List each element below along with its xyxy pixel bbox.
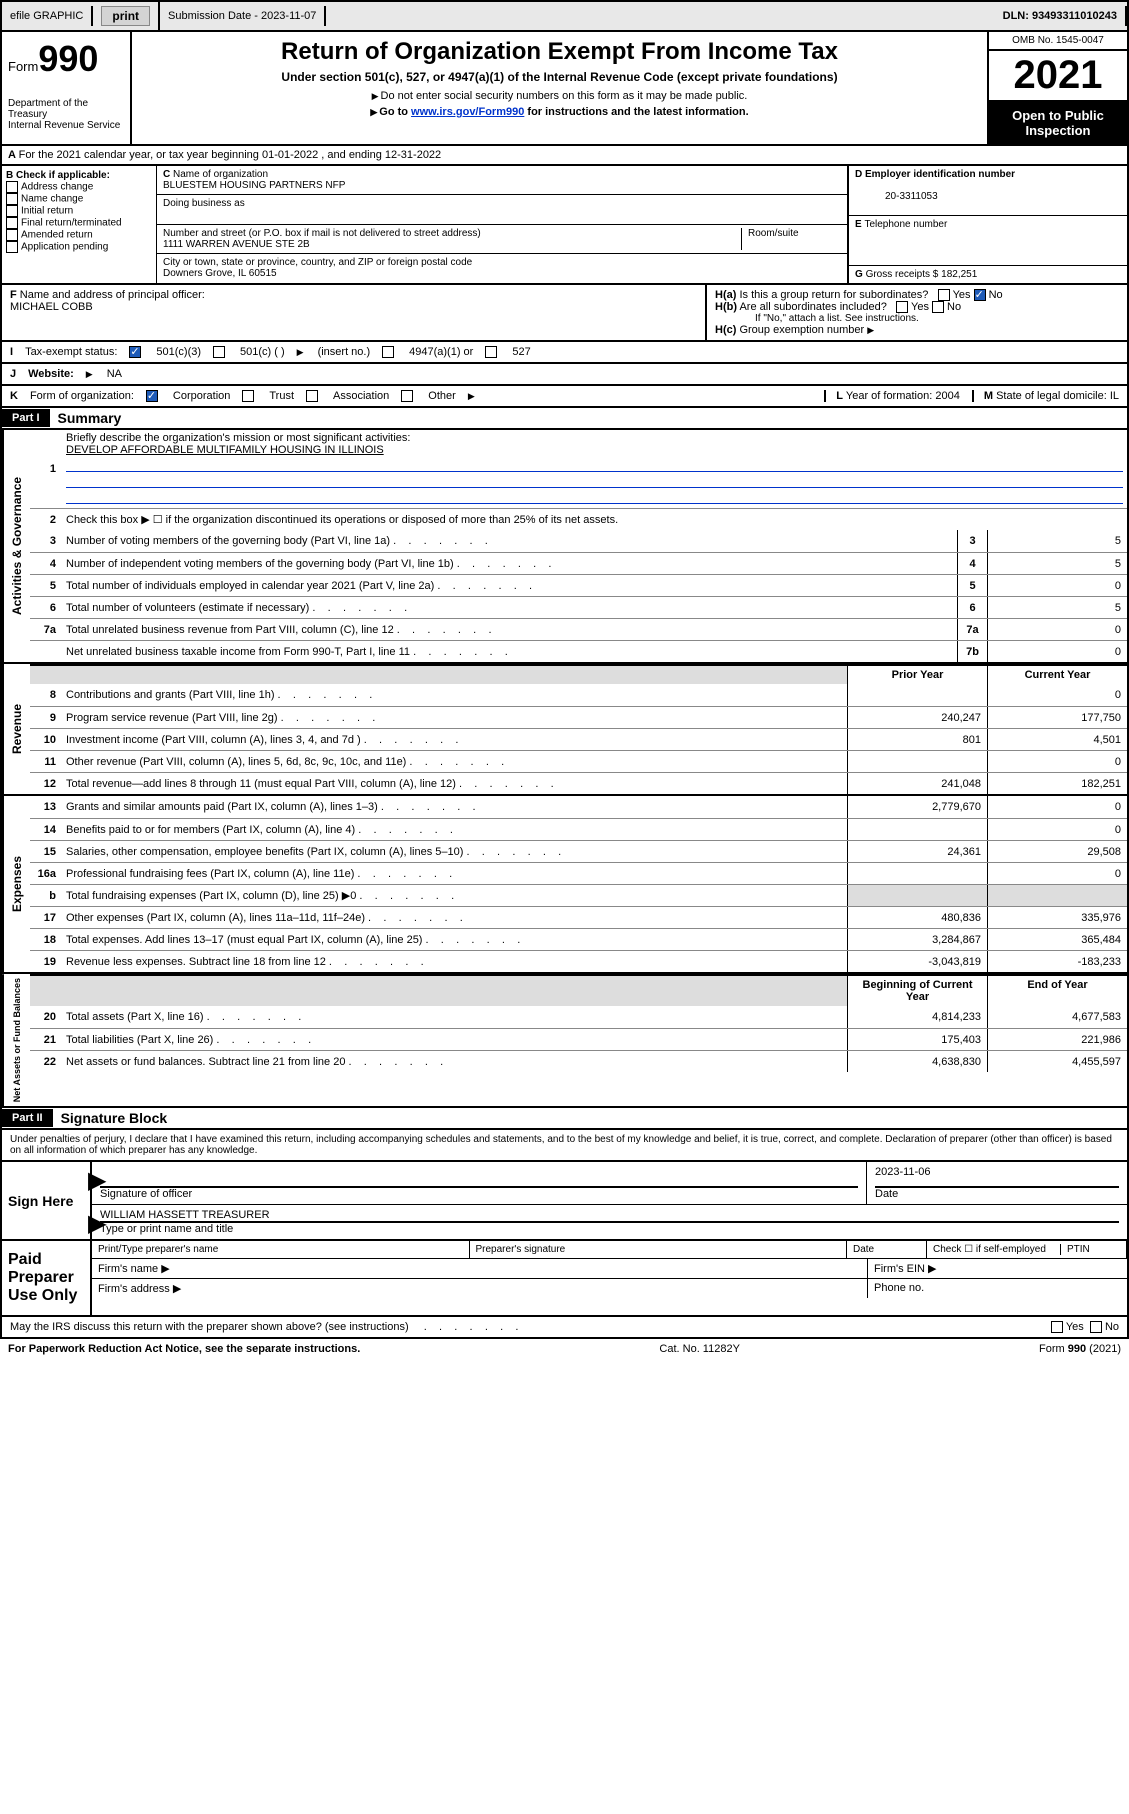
section-c-org: C Name of organization BLUESTEM HOUSING … <box>157 166 847 283</box>
state-domicile: IL <box>1110 390 1119 402</box>
summary-row: 7aTotal unrelated business revenue from … <box>30 618 1127 640</box>
address-change-checkbox[interactable] <box>6 181 18 193</box>
principal-officer: MICHAEL COBB <box>10 301 93 313</box>
501c3-checkbox[interactable] <box>129 346 141 358</box>
gross-receipts: 182,251 <box>941 269 977 280</box>
print-button[interactable]: print <box>101 6 150 26</box>
summary-net-assets: Net Assets or Fund Balances Beginning of… <box>0 974 1129 1108</box>
officer-name: WILLIAM HASSETT TREASURER <box>100 1209 270 1221</box>
discuss-no-checkbox[interactable] <box>1090 1321 1102 1333</box>
form-ref: Form 990 (2021) <box>1039 1343 1121 1355</box>
website-value: NA <box>107 368 122 380</box>
org-name: BLUESTEM HOUSING PARTNERS NFP <box>163 180 345 191</box>
form-title: Return of Organization Exempt From Incom… <box>138 38 981 66</box>
submission-date: Submission Date - 2023-11-07 <box>160 6 326 26</box>
discuss-row: May the IRS discuss this return with the… <box>0 1317 1129 1339</box>
4947-checkbox[interactable] <box>382 346 394 358</box>
ssn-note: Do not enter social security numbers on … <box>138 90 981 102</box>
paid-preparer-block: Paid Preparer Use Only Print/Type prepar… <box>0 1241 1129 1317</box>
summary-row: 14Benefits paid to or for members (Part … <box>30 818 1127 840</box>
tax-year: 2021 <box>989 51 1127 102</box>
summary-row: 16aProfessional fundraising fees (Part I… <box>30 862 1127 884</box>
initial-return-checkbox[interactable] <box>6 205 18 217</box>
ha-no-checkbox[interactable] <box>974 289 986 301</box>
tax-exempt-row: I Tax-exempt status: 501(c)(3) 501(c) ( … <box>0 342 1129 364</box>
summary-row: 6Total number of volunteers (estimate if… <box>30 596 1127 618</box>
summary-row: 3Number of voting members of the governi… <box>30 530 1127 552</box>
omb-number: OMB No. 1545-0047 <box>989 32 1127 51</box>
vtab-net: Net Assets or Fund Balances <box>2 974 30 1106</box>
irs-label: Internal Revenue Service <box>8 120 124 131</box>
website-row: J Website: NA <box>0 364 1129 386</box>
section-de: D Employer identification number 20-3311… <box>847 166 1127 283</box>
penalty-text: Under penalties of perjury, I declare th… <box>0 1130 1129 1162</box>
year-formation: 2004 <box>935 390 959 402</box>
assoc-checkbox[interactable] <box>306 390 318 402</box>
part1-header: Part I Summary <box>0 408 1129 430</box>
org-info-grid: B Check if applicable: Address change Na… <box>0 166 1129 285</box>
discuss-yes-checkbox[interactable] <box>1051 1321 1063 1333</box>
mission-text: DEVELOP AFFORDABLE MULTIFAMILY HOUSING I… <box>66 444 384 456</box>
form-number: Form990 <box>8 38 124 80</box>
section-fh: F Name and address of principal officer:… <box>0 285 1129 342</box>
summary-row: 15Salaries, other compensation, employee… <box>30 840 1127 862</box>
summary-row: 9Program service revenue (Part VIII, lin… <box>30 706 1127 728</box>
sign-date: 2023-11-06 <box>875 1166 1119 1188</box>
other-checkbox[interactable] <box>401 390 413 402</box>
hb-no-checkbox[interactable] <box>932 301 944 313</box>
section-a-tax-year: A For the 2021 calendar year, or tax yea… <box>0 146 1129 166</box>
summary-row: 13Grants and similar amounts paid (Part … <box>30 796 1127 818</box>
summary-row: 11Other revenue (Part VIII, column (A), … <box>30 750 1127 772</box>
inspection-badge: Open to Public Inspection <box>989 102 1127 144</box>
form-subtitle: Under section 501(c), 527, or 4947(a)(1)… <box>138 70 981 84</box>
footer: For Paperwork Reduction Act Notice, see … <box>0 1339 1129 1359</box>
hb-yes-checkbox[interactable] <box>896 301 908 313</box>
summary-row: 19Revenue less expenses. Subtract line 1… <box>30 950 1127 972</box>
summary-expenses: Expenses 13Grants and similar amounts pa… <box>0 796 1129 974</box>
form-header: Form990 Department of the Treasury Inter… <box>0 32 1129 146</box>
summary-row: 5Total number of individuals employed in… <box>30 574 1127 596</box>
summary-row: 8Contributions and grants (Part VIII, li… <box>30 684 1127 706</box>
summary-row: 12Total revenue—add lines 8 through 11 (… <box>30 772 1127 794</box>
sign-here-block: Sign Here ▶ Signature of officer 2023-11… <box>0 1162 1129 1241</box>
goto-note: Go to www.irs.gov/Form990 for instructio… <box>138 106 981 118</box>
vtab-expenses: Expenses <box>2 796 30 972</box>
summary-row: 4Number of independent voting members of… <box>30 552 1127 574</box>
form990-link[interactable]: www.irs.gov/Form990 <box>411 106 524 118</box>
ha-yes-checkbox[interactable] <box>938 289 950 301</box>
summary-governance: Activities & Governance 1 Briefly descri… <box>0 430 1129 664</box>
summary-row: 20Total assets (Part X, line 16)4,814,23… <box>30 1006 1127 1028</box>
ein: 20-3311053 <box>855 191 938 202</box>
summary-row: 21Total liabilities (Part X, line 26)175… <box>30 1028 1127 1050</box>
corp-checkbox[interactable] <box>146 390 158 402</box>
summary-row: 17Other expenses (Part IX, column (A), l… <box>30 906 1127 928</box>
klm-row: K Form of organization: Corporation Trus… <box>0 386 1129 408</box>
efile-label: efile GRAPHIC <box>2 6 93 26</box>
501c-checkbox[interactable] <box>213 346 225 358</box>
summary-row: Net unrelated business taxable income fr… <box>30 640 1127 662</box>
trust-checkbox[interactable] <box>242 390 254 402</box>
dept-treasury: Department of the Treasury <box>8 98 124 120</box>
org-address: 1111 WARREN AVENUE STE 2B <box>163 239 310 250</box>
summary-row: bTotal fundraising expenses (Part IX, co… <box>30 884 1127 906</box>
name-change-checkbox[interactable] <box>6 193 18 205</box>
top-bar: efile GRAPHIC print Submission Date - 20… <box>0 0 1129 32</box>
amended-return-checkbox[interactable] <box>6 229 18 241</box>
vtab-governance: Activities & Governance <box>2 430 30 662</box>
section-b-checkboxes: B Check if applicable: Address change Na… <box>2 166 157 283</box>
part2-header: Part II Signature Block <box>0 1108 1129 1130</box>
527-checkbox[interactable] <box>485 346 497 358</box>
application-pending-checkbox[interactable] <box>6 241 18 253</box>
summary-revenue: Revenue Prior Year Current Year 8Contrib… <box>0 664 1129 796</box>
summary-row: 18Total expenses. Add lines 13–17 (must … <box>30 928 1127 950</box>
dln: DLN: 93493311010243 <box>995 6 1127 26</box>
vtab-revenue: Revenue <box>2 664 30 794</box>
summary-row: 22Net assets or fund balances. Subtract … <box>30 1050 1127 1072</box>
final-return-checkbox[interactable] <box>6 217 18 229</box>
summary-row: 10Investment income (Part VIII, column (… <box>30 728 1127 750</box>
org-city: Downers Grove, IL 60515 <box>163 268 277 279</box>
